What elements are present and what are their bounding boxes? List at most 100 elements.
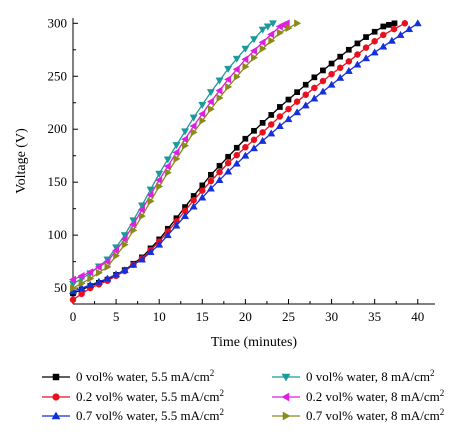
- data-point: [242, 62, 250, 71]
- data-point: [232, 55, 241, 63]
- data-point: [337, 53, 344, 60]
- data-point: [163, 156, 172, 164]
- data-point: [137, 205, 145, 214]
- x-tick-label: 40: [411, 309, 424, 324]
- data-point: [70, 284, 78, 293]
- data-point: [311, 74, 318, 81]
- axes: 0 5 10 15 20 25 30 35 40 50 100 150 200 250 300 Time …: [14, 15, 435, 350]
- data-point: [405, 25, 414, 33]
- data-point: [69, 296, 77, 304]
- data-point: [371, 38, 378, 45]
- data-point: [190, 128, 198, 137]
- y-tick-label: 100: [48, 227, 68, 242]
- data-point: [390, 25, 398, 33]
- data-point: [121, 240, 129, 249]
- x-ticks: 0 5 10 15 20 25 30 35 40: [70, 299, 424, 324]
- data-point: [241, 151, 250, 159]
- data-point: [181, 211, 190, 220]
- data-point: [284, 115, 293, 123]
- data-point: [267, 129, 276, 137]
- data-point: [344, 66, 353, 74]
- data-point: [137, 255, 146, 263]
- y-tick-label: 300: [48, 15, 68, 30]
- data-point: [293, 108, 302, 116]
- data-point: [275, 121, 284, 129]
- data-point: [146, 186, 155, 194]
- data-point: [310, 94, 319, 102]
- data-point: [362, 54, 371, 62]
- x-tick-label: 15: [196, 309, 209, 324]
- data-point: [268, 112, 275, 118]
- legend-marker: [52, 373, 60, 381]
- x-tick-label: 30: [325, 309, 338, 324]
- data-point: [224, 159, 232, 167]
- data-point: [189, 114, 198, 122]
- data-point: [111, 246, 120, 255]
- data-point: [199, 116, 207, 125]
- x-tick-label: 10: [153, 309, 166, 324]
- data-point: [147, 197, 155, 206]
- data-point: [391, 20, 398, 27]
- data-point: [78, 279, 86, 288]
- data-point: [249, 46, 257, 55]
- data-point: [155, 176, 163, 185]
- data-point: [215, 86, 223, 95]
- legend-item: 0 vol% water, 8 mA/cm2: [272, 368, 435, 384]
- data-point: [242, 135, 249, 142]
- data-point: [233, 144, 240, 151]
- legend-marker: [282, 411, 291, 421]
- legend-marker: [51, 411, 61, 420]
- data-point: [249, 144, 259, 152]
- data-point: [103, 257, 111, 266]
- legend-label: 0 vol% water, 5.5 mA/cm2: [76, 368, 214, 384]
- data-point: [380, 23, 387, 30]
- data-point: [146, 190, 154, 199]
- data-point: [371, 28, 378, 35]
- legend-item: 0 vol% water, 5.5 mA/cm2: [42, 368, 214, 384]
- data-point: [249, 36, 259, 44]
- x-axis-title: Time (minutes): [211, 335, 298, 350]
- data-point: [259, 44, 267, 53]
- data-point: [387, 36, 396, 44]
- y-tick-label: 150: [48, 174, 68, 189]
- data-point: [172, 142, 181, 150]
- data-point: [163, 162, 171, 171]
- legend-marker: [52, 393, 60, 401]
- data-point: [77, 271, 85, 280]
- legend-item: 0.2 vol% water, 8 mA/cm2: [272, 388, 444, 404]
- data-point: [379, 42, 388, 50]
- data-point: [250, 136, 258, 144]
- data-point: [258, 136, 267, 144]
- data-point: [224, 65, 233, 73]
- data-point: [345, 46, 352, 53]
- data-point: [86, 280, 95, 288]
- data-point: [94, 262, 102, 271]
- data-point: [216, 93, 224, 103]
- data-point: [198, 101, 207, 109]
- data-point: [401, 20, 409, 27]
- data-point: [216, 168, 223, 176]
- data-point: [363, 34, 369, 40]
- data-point: [285, 105, 292, 113]
- data-point: [68, 275, 76, 284]
- data-point: [156, 182, 164, 191]
- data-point: [206, 89, 215, 97]
- y-ticks: 50 100 150 200 250 300: [48, 15, 78, 295]
- data-point: [277, 104, 283, 110]
- data-point: [380, 31, 387, 39]
- data-point: [94, 277, 103, 285]
- series-line: [72, 22, 298, 289]
- legend-label: 0.2 vol% water, 5.5 mA/cm2: [76, 388, 224, 404]
- legend-marker: [281, 392, 290, 402]
- data-point: [241, 45, 250, 53]
- data-point: [320, 67, 326, 74]
- data-point: [268, 36, 276, 45]
- data-point: [362, 44, 370, 51]
- data-point: [207, 105, 216, 114]
- data-point: [129, 220, 137, 229]
- series-6: [70, 19, 302, 293]
- data-point: [104, 262, 112, 271]
- data-point: [139, 212, 147, 221]
- data-point: [285, 96, 292, 103]
